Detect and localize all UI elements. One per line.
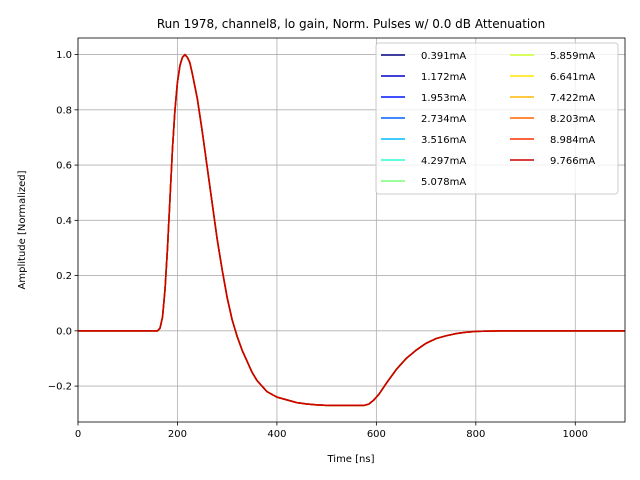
y-tick-label: 1.0 (56, 50, 72, 61)
x-tick-label: 400 (267, 429, 286, 440)
legend-label: 8.203mA (550, 114, 595, 125)
y-tick-label: 0.6 (56, 161, 72, 172)
data-lines (78, 53, 625, 407)
legend-label: 7.422mA (550, 93, 595, 104)
y-tick-label: 0.0 (56, 326, 72, 337)
legend-label: 1.953mA (421, 93, 466, 104)
legend-label: 3.516mA (421, 135, 466, 146)
legend-label: 8.984mA (550, 135, 595, 146)
legend: 0.391mA 1.172mA 1.953mA 2.734mA 3.516mA 4.297… (375, 42, 619, 195)
legend-box (375, 42, 619, 195)
chart-title: Run 1978, channel8, lo gain, Norm. Pulse… (157, 17, 545, 31)
x-axis-label: Time [ns] (326, 454, 374, 465)
series-line-9_766mA (78, 53, 625, 407)
legend-label: 5.859mA (550, 51, 595, 62)
y-axis-ticks: −0.2 0.0 0.2 0.4 0.6 0.8 1.0 (48, 50, 78, 393)
legend-label: 4.297mA (421, 156, 466, 167)
legend-label: 1.172mA (421, 72, 466, 83)
legend-label: 5.078mA (421, 177, 466, 188)
x-tick-label: 600 (367, 429, 386, 440)
legend-label: 2.734mA (421, 114, 466, 125)
legend-label: 0.391mA (421, 51, 466, 62)
y-tick-label: 0.8 (56, 105, 72, 116)
y-tick-label: 0.2 (56, 271, 72, 282)
plot-frame (77, 37, 626, 423)
x-tick-label: 800 (466, 429, 485, 440)
y-axis-label: Amplitude [Normalized] (17, 170, 28, 289)
x-tick-label: 200 (168, 429, 187, 440)
y-tick-label: −0.2 (48, 382, 72, 393)
x-tick-label: 1000 (563, 429, 588, 440)
x-axis-ticks: 0 200 400 600 800 1000 (75, 422, 588, 440)
x-tick-label: 0 (75, 429, 81, 440)
legend-label: 9.766mA (550, 156, 595, 167)
legend-label: 6.641mA (550, 72, 595, 83)
y-tick-label: 0.4 (56, 216, 72, 227)
